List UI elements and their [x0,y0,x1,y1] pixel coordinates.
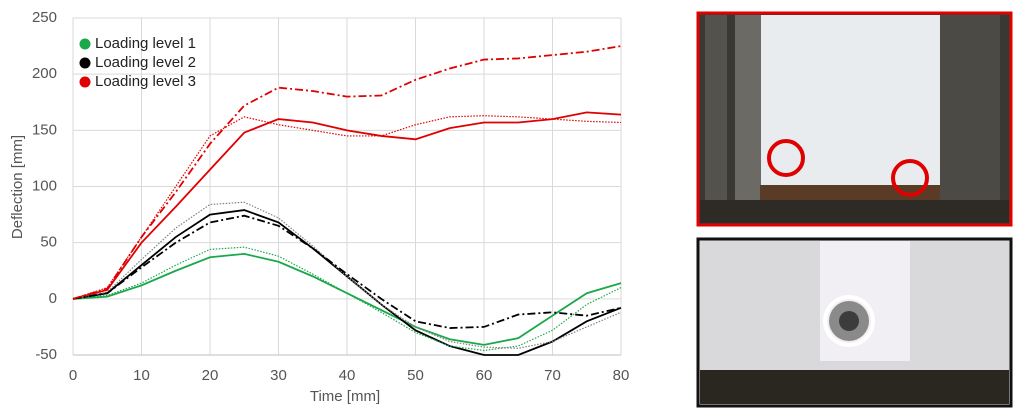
series-line [72,209,622,356]
legend-marker [79,38,91,50]
series-line [72,45,622,300]
y-tick-label: 50 [40,234,57,251]
x-tick-label: 0 [69,367,77,384]
x-tick-label: 80 [613,367,630,384]
series-line [72,201,622,349]
photo-top [696,11,1013,227]
x-tick-label: 70 [544,367,561,384]
series-line [72,246,622,352]
series-line [72,111,622,300]
x-tick-label: 60 [476,367,493,384]
x-tick-label: 30 [270,367,287,384]
y-tick-label: 200 [32,65,57,82]
x-axis-label: Time [mm] [310,388,380,405]
legend-marker [79,57,91,69]
y-tick-label: 0 [49,290,57,307]
x-tick-label: 50 [407,367,424,384]
y-tick-label: 250 [32,9,57,26]
x-tick-label: 40 [339,367,356,384]
x-tick-label: 20 [202,367,219,384]
legend-label: Loading level 1 [95,35,196,52]
x-tick-label: 10 [133,367,150,384]
y-tick-label: -50 [35,346,57,363]
series-line [72,214,622,329]
legend-label: Loading level 2 [95,54,196,71]
photo-bottom [696,237,1013,408]
y-tick-label: 150 [32,121,57,138]
y-axis-label: Deflection [mm] [9,135,26,239]
y-tick-label: 100 [32,177,57,194]
legend-label: Loading level 3 [95,73,196,90]
legend-marker [79,76,91,88]
